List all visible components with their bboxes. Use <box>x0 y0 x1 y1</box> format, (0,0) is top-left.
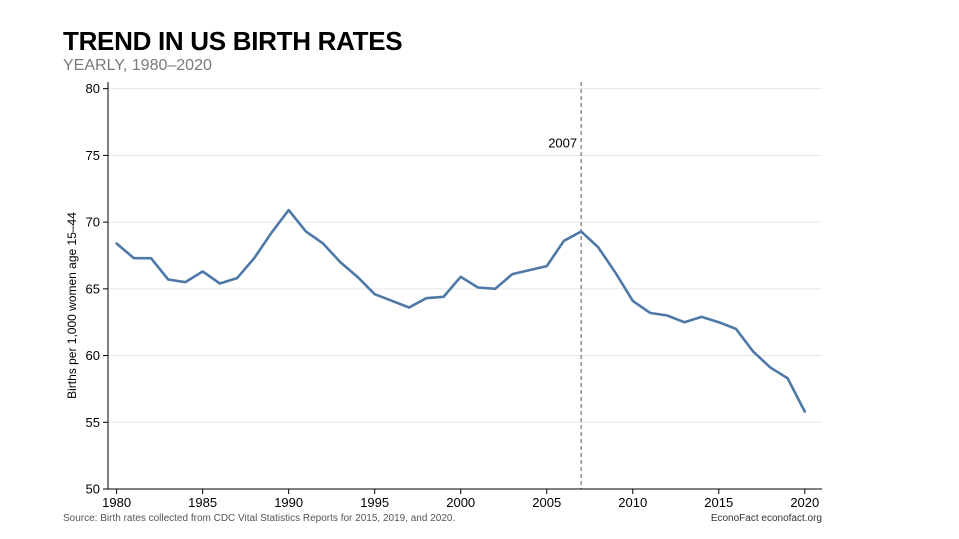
data-point <box>425 297 428 300</box>
source-note: Source: Birth rates collected from CDC V… <box>63 513 456 524</box>
gridlines <box>108 88 822 423</box>
data-point <box>459 276 462 279</box>
x-tick-label: 1995 <box>360 495 389 510</box>
data-point <box>494 288 497 291</box>
y-tick-label: 65 <box>86 281 100 296</box>
data-point <box>717 321 720 324</box>
x-tick-label: 2020 <box>790 495 819 510</box>
data-point <box>563 239 566 242</box>
data-point <box>184 281 187 284</box>
reference-line-label: 2007 <box>548 135 577 150</box>
data-point <box>236 277 239 280</box>
data-point <box>666 314 669 317</box>
axes <box>107 82 822 490</box>
data-point <box>373 293 376 296</box>
y-tick-label: 55 <box>86 415 100 430</box>
data-point <box>270 231 273 234</box>
x-tick-label: 1980 <box>102 495 131 510</box>
data-point <box>511 273 514 276</box>
credit-text: EconoFact econofact.org <box>710 513 822 524</box>
data-point <box>305 230 308 233</box>
data-point <box>752 350 755 353</box>
data-point <box>150 257 153 260</box>
data-point <box>408 306 411 309</box>
x-tick-label: 1985 <box>188 495 217 510</box>
axis-ticks: 50 55 60 65 70 75 80 1980 1985 1990 1995 2000 2005 20… <box>86 81 820 510</box>
chart-title: TREND IN US BIRTH RATES <box>63 26 403 56</box>
data-point <box>339 261 342 264</box>
data-point <box>545 265 548 268</box>
x-tick-label: 2000 <box>446 495 475 510</box>
x-tick-label: 2010 <box>618 495 647 510</box>
reference-line-group: 2007 <box>548 82 582 489</box>
x-tick-label: 2005 <box>532 495 561 510</box>
data-point <box>133 257 136 260</box>
data-point <box>735 328 738 331</box>
data-point <box>442 296 445 299</box>
y-tick-label: 60 <box>86 348 100 363</box>
data-point <box>769 366 772 369</box>
y-tick-label: 50 <box>86 482 100 497</box>
data-point <box>201 270 204 273</box>
birth-rate-series-line <box>115 208 807 413</box>
y-tick-label: 80 <box>86 81 100 96</box>
data-point <box>614 272 617 275</box>
data-point <box>322 242 325 245</box>
x-tick-label: 1990 <box>274 495 303 510</box>
data-point <box>356 276 359 279</box>
data-point <box>287 209 290 212</box>
data-point <box>528 269 531 272</box>
data-point <box>167 278 170 281</box>
data-point <box>803 410 806 413</box>
data-point <box>683 321 686 324</box>
data-point <box>477 286 480 289</box>
data-points <box>115 209 806 413</box>
data-point <box>219 282 222 285</box>
data-point <box>253 257 256 260</box>
x-tick-label: 2015 <box>704 495 733 510</box>
data-point <box>631 300 634 303</box>
y-axis-label: Births per 1,000 women age 15–44 <box>65 212 79 399</box>
chart-subtitle: YEARLY, 1980–2020 <box>63 57 212 74</box>
data-point <box>580 230 583 233</box>
data-point <box>597 246 600 249</box>
data-point <box>391 300 394 303</box>
y-tick-label: 75 <box>86 148 100 163</box>
y-tick-label: 70 <box>86 215 100 230</box>
data-point <box>700 316 703 319</box>
data-point <box>786 377 789 380</box>
data-point <box>115 242 118 245</box>
data-point <box>649 312 652 315</box>
